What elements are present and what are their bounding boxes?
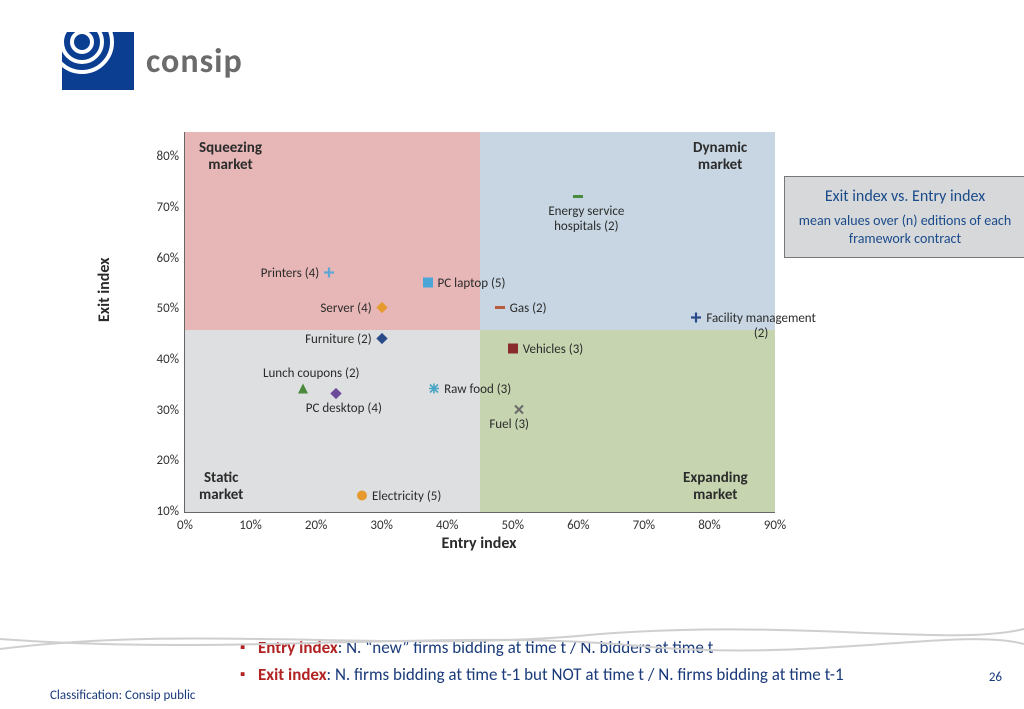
xtick: 80% [689, 518, 729, 533]
data-point-label: PC desktop (4) [306, 401, 382, 416]
data-point-label: Printers (4) [261, 266, 319, 281]
xtick: 90% [755, 518, 795, 533]
data-point [323, 264, 335, 283]
data-point [422, 275, 434, 294]
data-point-label: Electricity (5) [372, 489, 441, 504]
ytick: 80% [139, 149, 179, 164]
brand-swirl-icon [62, 32, 134, 90]
quadrant-label-static: Staticmarket [195, 468, 247, 507]
ytick: 60% [139, 251, 179, 266]
term: Entry index [258, 637, 338, 658]
ytick: 10% [139, 504, 179, 519]
xtick: 0% [165, 518, 205, 533]
slide: consip Exit index Squeezingmarket Dynamic… [0, 0, 1024, 709]
definition-exit: Exit index: N. firms bidding at time t-1… [240, 664, 844, 685]
x-axis-label: Entry index [184, 534, 774, 553]
xtick: 70% [624, 518, 664, 533]
data-point-label: PC laptop (5) [438, 276, 506, 291]
def: : N. “new” firms bidding at time t / N. … [338, 637, 714, 658]
data-point [297, 381, 309, 400]
data-point-label: Fuel (3) [489, 417, 529, 432]
data-point-label: Energy servicehospitals (2) [548, 204, 624, 234]
data-point-label: Facility management(2) [706, 311, 816, 341]
data-point-label: Furniture (2) [305, 332, 372, 347]
xtick: 40% [427, 518, 467, 533]
brand-name: consip [146, 41, 243, 82]
brand-mark [62, 32, 134, 90]
data-point-label: Server (4) [320, 301, 371, 316]
quadrant-label-squeezing: Squeezingmarket [195, 138, 266, 177]
data-point [507, 340, 519, 359]
definition-list: Entry index: N. “new” firms bidding at t… [200, 637, 844, 691]
quadrant-label-expanding: Expandingmarket [679, 468, 752, 507]
ytick: 20% [139, 453, 179, 468]
data-point-label: Vehicles (3) [523, 342, 583, 357]
xtick: 60% [558, 518, 598, 533]
classification-label: Classification: Consip public [50, 688, 195, 703]
xtick: 50% [493, 518, 533, 533]
data-point [690, 310, 702, 329]
legend-title: Exit index vs. Entry index [797, 187, 1013, 206]
data-point [376, 300, 388, 319]
quadrant-chart: Exit index SqueezingmarketDynamicmarketS… [116, 122, 796, 562]
data-point [376, 330, 388, 349]
plot-area: Squeezingmarket Dynamicmarket Staticmarket… [184, 132, 775, 513]
quadrant-label-dynamic: Dynamicmarket [689, 138, 751, 177]
ytick: 70% [139, 200, 179, 215]
xtick: 20% [296, 518, 336, 533]
data-point [494, 300, 506, 319]
legend-box: Exit index vs. Entry index mean values o… [784, 176, 1024, 258]
data-point-label: Raw food (3) [444, 382, 511, 397]
xtick: 10% [231, 518, 271, 533]
data-point-label: Gas (2) [510, 301, 547, 316]
term: Exit index [258, 664, 327, 685]
ytick: 30% [139, 403, 179, 418]
xtick: 30% [362, 518, 402, 533]
definition-entry: Entry index: N. “new” firms bidding at t… [240, 637, 844, 658]
page-number: 26 [989, 670, 1002, 685]
data-point [356, 487, 368, 506]
ytick: 40% [139, 352, 179, 367]
data-point [428, 381, 440, 400]
brand-logo: consip [62, 32, 243, 90]
y-axis-label: Exit index [95, 257, 114, 322]
def: : N. firms bidding at time t-1 but NOT a… [327, 664, 844, 685]
data-point-label: Lunch coupons (2) [263, 366, 359, 381]
ytick: 50% [139, 301, 179, 316]
legend-subtitle: mean values over (n) editions of each fr… [797, 212, 1013, 247]
